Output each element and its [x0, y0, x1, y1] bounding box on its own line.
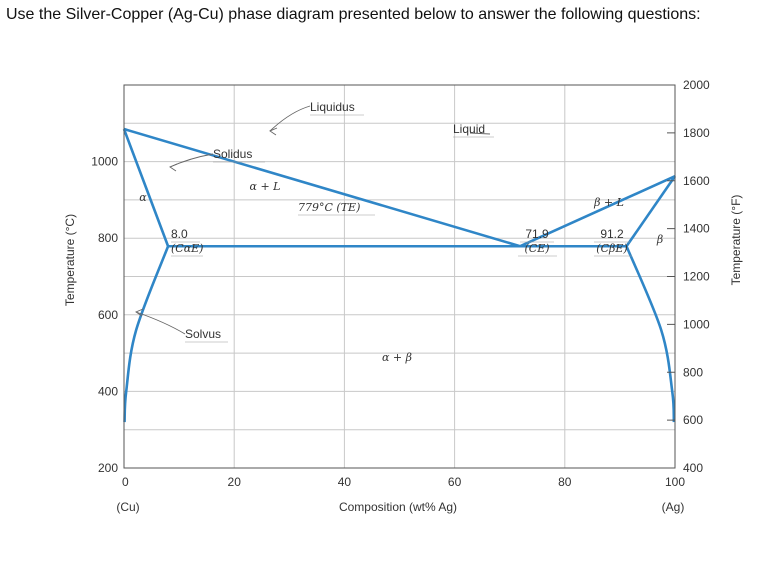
y-tick-label-f: 800 — [683, 365, 703, 379]
label-liquid: Liquid — [453, 122, 485, 136]
label-alpha-beta: α + β — [382, 351, 412, 364]
pointer-arrow — [469, 132, 491, 135]
label-cbe-sym: (CβE) — [596, 242, 627, 255]
label-cae-sym: (CαE) — [171, 242, 203, 255]
solidus-line — [122, 128, 170, 247]
y-tick-label-c: 800 — [98, 231, 118, 245]
pointer-arrow — [269, 105, 311, 132]
liquidus-line — [123, 127, 676, 248]
label-ce-val: 71.9 — [525, 227, 549, 241]
y-tick-label-f: 1400 — [683, 222, 710, 236]
x-tick-label: 20 — [228, 475, 242, 489]
arrow-head — [135, 308, 144, 317]
y-tick-label-c: 600 — [98, 308, 118, 322]
y-tick-label-f: 1000 — [683, 317, 710, 331]
y-tick-label-f: 2000 — [683, 78, 710, 92]
y-tick-label-f: 400 — [683, 461, 703, 475]
label-solvus: Solvus — [185, 327, 221, 341]
arrow-head — [169, 163, 178, 172]
beta-liquidus-line — [625, 175, 677, 247]
x-tick-label: 80 — [558, 475, 572, 489]
arrow-head — [269, 127, 278, 136]
label-cae-val: 8.0 — [171, 227, 188, 241]
axes — [123, 84, 676, 469]
pointer-arrow — [135, 311, 186, 335]
x-end-label-cu: (Cu) — [116, 500, 139, 514]
y-tick-label-f: 1800 — [683, 126, 710, 140]
label-beta-l: β + L — [593, 196, 624, 209]
y-tick-label-f: 1200 — [683, 270, 710, 284]
beta-solvus-line — [625, 245, 676, 423]
x-tick-label: 40 — [338, 475, 352, 489]
label-te: 779°C (TE) — [298, 201, 360, 214]
y-axis-title-right: Temperature (°F) — [729, 195, 743, 286]
phase-boundaries — [122, 127, 677, 423]
y-axis-title-left: Temperature (°C) — [63, 214, 77, 306]
y-tick-label-f: 1600 — [683, 174, 710, 188]
y-tick-label-c: 1000 — [91, 155, 118, 169]
x-tick-label: 0 — [122, 475, 129, 489]
label-beta: β — [656, 233, 663, 246]
annotation-arrows — [135, 105, 491, 335]
y-tick-label-c: 200 — [98, 461, 118, 475]
tick-labels: 0 20 40 60 80 100 200 400 600 800 1000 400 600 800 100… — [91, 78, 710, 489]
x-tick-label: 100 — [665, 475, 685, 489]
y-tick-label-c: 400 — [98, 384, 118, 398]
x-end-label-ag: (Ag) — [662, 500, 685, 514]
label-liquidus: Liquidus — [310, 100, 355, 114]
label-alpha-l: α + L — [250, 180, 281, 193]
x-axis-title: Composition (wt% Ag) — [339, 500, 457, 514]
solvus-line — [123, 245, 170, 423]
grid-lines — [124, 85, 675, 469]
annotations: Liquidus Liquid Solidus Solvus α α + L β + L β α… — [139, 100, 663, 364]
y-tick-label-f: 600 — [683, 413, 703, 427]
x-tick-label: 60 — [448, 475, 462, 489]
pointer-arrow — [169, 153, 214, 168]
label-alpha: α — [139, 191, 147, 204]
label-ce-sym: (CE) — [524, 242, 549, 255]
label-solidus: Solidus — [213, 147, 252, 161]
question-text: Use the Silver-Copper (Ag-Cu) phase diag… — [6, 6, 701, 23]
label-cbe-val: 91.2 — [600, 227, 624, 241]
